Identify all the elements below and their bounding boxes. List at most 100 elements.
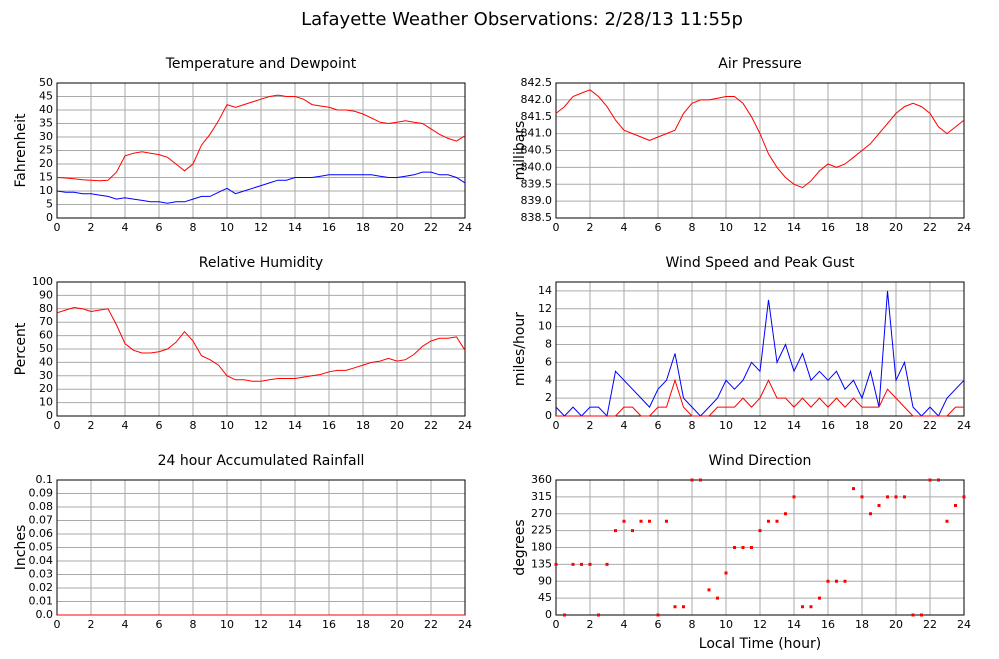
- y-tick-label: 841.0: [521, 127, 553, 140]
- y-tick-label: 10: [538, 320, 552, 333]
- y-axis-label: millibars: [512, 121, 528, 181]
- x-tick-label: 10: [220, 618, 234, 631]
- x-tick-label: 24: [957, 618, 971, 631]
- x-tick-label: 10: [220, 221, 234, 234]
- data-point: [741, 546, 745, 549]
- y-tick-label: 20: [39, 157, 53, 170]
- y-tick-label: 45: [538, 591, 552, 604]
- y-tick-label: 35: [39, 117, 53, 130]
- x-tick-label: 2: [88, 221, 95, 234]
- x-tick-label: 6: [655, 419, 662, 432]
- y-tick-label: 70: [39, 315, 53, 328]
- x-tick-label: 0: [553, 618, 560, 631]
- x-tick-label: 18: [855, 618, 869, 631]
- data-point: [588, 562, 592, 566]
- x-tick-label: 22: [923, 618, 937, 631]
- y-tick-label: 0.08: [29, 500, 54, 513]
- data-point: [937, 478, 940, 482]
- y-tick-label: 5: [46, 198, 53, 211]
- y-axis-label: degrees: [512, 519, 528, 575]
- x-tick-label: 0: [54, 618, 61, 631]
- x-tick-label: 16: [821, 419, 835, 432]
- data-point: [622, 519, 626, 523]
- chart-title: Air Pressure: [718, 56, 801, 72]
- y-axis-label: miles/hour: [512, 312, 528, 386]
- x-tick-label: 12: [753, 221, 767, 234]
- x-tick-label: 16: [322, 419, 336, 432]
- data-line: [555, 89, 965, 189]
- data-point: [826, 579, 830, 583]
- data-point: [656, 613, 660, 617]
- x-tick-label: 4: [621, 221, 628, 234]
- x-tick-label: 4: [621, 618, 628, 631]
- data-point: [809, 605, 813, 609]
- x-tick-label: 6: [156, 221, 163, 234]
- x-tick-label: 12: [254, 419, 268, 432]
- x-tick-label: 22: [424, 618, 438, 631]
- x-tick-label: 18: [356, 221, 370, 234]
- x-tick-label: 2: [88, 419, 95, 432]
- x-tick-label: 22: [923, 221, 937, 234]
- y-tick-label: 60: [39, 329, 53, 342]
- x-tick-label: 16: [322, 618, 336, 631]
- x-tick-label: 14: [288, 618, 302, 631]
- data-point: [614, 529, 617, 533]
- x-tick-label: 12: [254, 618, 268, 631]
- x-tick-label: 20: [390, 419, 404, 432]
- x-tick-label: 4: [122, 221, 129, 234]
- x-tick-label: 2: [88, 618, 95, 631]
- x-tick-label: 0: [553, 221, 560, 234]
- data-point: [690, 478, 694, 482]
- x-tick-label: 0: [54, 221, 61, 234]
- y-tick-label: 0: [46, 409, 53, 422]
- data-point: [673, 605, 677, 609]
- x-tick-label: 18: [855, 221, 869, 234]
- x-tick-label: 18: [356, 419, 370, 432]
- y-tick-label: 315: [531, 490, 552, 503]
- data-point: [945, 519, 949, 523]
- y-tick-label: 0: [46, 211, 53, 224]
- chart-title: Wind Direction: [709, 453, 812, 469]
- data-point: [580, 562, 583, 566]
- x-tick-label: 8: [190, 221, 197, 234]
- x-tick-label: 6: [156, 419, 163, 432]
- x-tick-label: 12: [753, 419, 767, 432]
- data-point: [835, 579, 838, 583]
- x-tick-label: 4: [122, 618, 129, 631]
- x-tick-label: 24: [458, 419, 472, 432]
- x-tick-label: 8: [190, 419, 197, 432]
- x-tick-label: 24: [957, 221, 971, 234]
- x-tick-label: 12: [753, 618, 767, 631]
- x-tick-label: 16: [821, 221, 835, 234]
- y-tick-label: 840.0: [521, 160, 553, 173]
- data-line: [56, 94, 466, 182]
- x-tick-label: 10: [719, 618, 733, 631]
- x-tick-label: 22: [424, 221, 438, 234]
- x-tick-label: 12: [254, 221, 268, 234]
- x-tick-label: 20: [889, 618, 903, 631]
- data-line: [56, 171, 466, 204]
- y-tick-label: 0: [545, 608, 552, 621]
- y-tick-label: 839.5: [521, 177, 553, 190]
- x-tick-label: 10: [719, 221, 733, 234]
- data-point: [554, 562, 558, 566]
- y-tick-label: 100: [32, 275, 53, 288]
- data-point: [954, 504, 957, 507]
- y-tick-label: 0.0: [36, 608, 54, 621]
- y-tick-label: 0: [545, 409, 552, 422]
- x-tick-label: 10: [719, 419, 733, 432]
- y-tick-label: 2: [545, 391, 552, 404]
- data-point: [750, 546, 753, 549]
- y-tick-label: 45: [39, 90, 53, 103]
- x-tick-label: 6: [655, 618, 662, 631]
- x-tick-label: 20: [390, 618, 404, 631]
- y-tick-label: 8: [545, 338, 552, 351]
- y-tick-label: 10: [39, 184, 53, 197]
- y-tick-label: 0.01: [29, 595, 54, 608]
- y-tick-label: 40: [39, 103, 53, 116]
- x-tick-label: 18: [855, 419, 869, 432]
- y-tick-label: 842.5: [521, 76, 553, 89]
- data-point: [894, 495, 898, 499]
- data-point: [784, 512, 787, 516]
- y-tick-label: 0.07: [29, 514, 54, 527]
